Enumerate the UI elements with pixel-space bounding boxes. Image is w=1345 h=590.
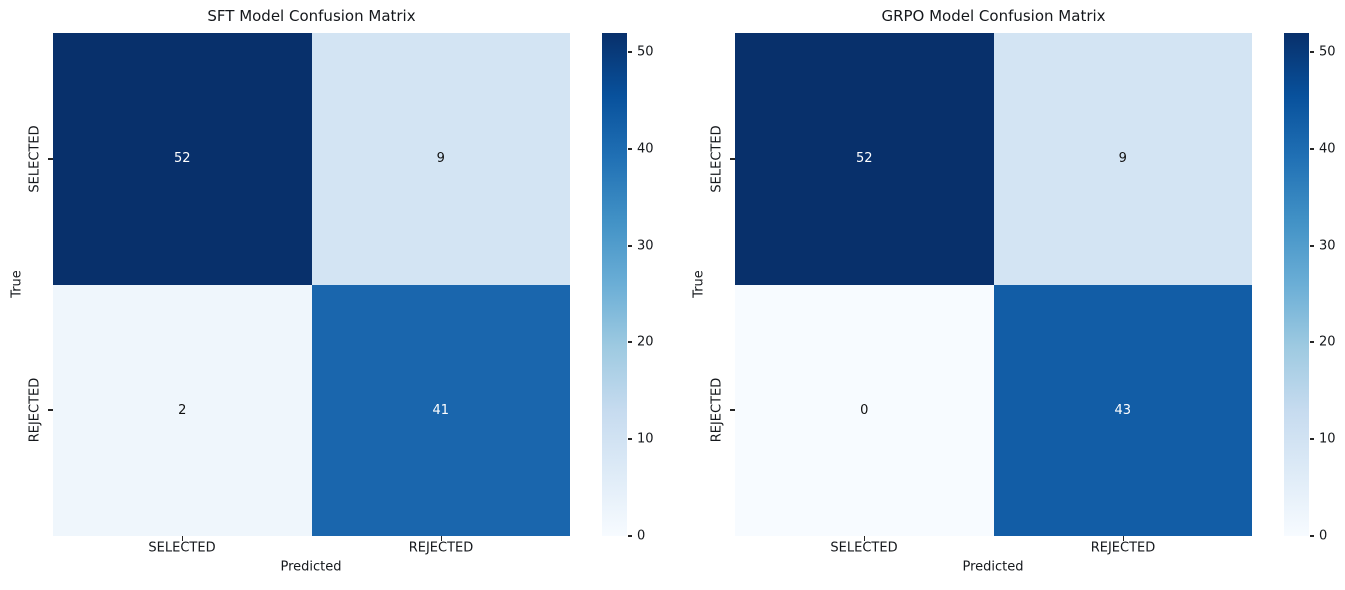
tick-mark	[1122, 536, 1124, 541]
y-tick-label: SELECTED	[709, 125, 725, 193]
tick-mark	[730, 409, 735, 411]
cell-true-selected-pred-rejected: 9	[993, 33, 1252, 285]
tick-mark	[1309, 245, 1314, 247]
tick-mark	[1309, 535, 1314, 537]
tick-mark	[627, 535, 632, 537]
tick-mark	[181, 536, 183, 541]
tick-mark	[627, 51, 632, 53]
x-tick-label: SELECTED	[830, 540, 898, 556]
cell-true-selected-pred-selected: 52	[53, 33, 312, 285]
colorbar-tick-label: 30	[1319, 238, 1336, 254]
tick-mark	[627, 148, 632, 150]
y-tick-label: SELECTED	[27, 125, 43, 193]
tick-mark	[1309, 148, 1314, 150]
grpo-confusion-matrix-chart: GRPO Model Confusion Matrix True SELECTE…	[682, 0, 1345, 590]
x-tick-label: SELECTED	[148, 540, 216, 556]
colorbar-tick-label: 30	[637, 238, 654, 254]
y-axis-label: True	[691, 270, 707, 298]
sft-confusion-matrix-chart: SFT Model Confusion Matrix True SELECTED…	[9, 7, 654, 575]
colorbar-tick-label: 40	[637, 141, 654, 157]
colorbar-tick-label: 50	[1319, 44, 1336, 60]
colorbar	[1284, 33, 1309, 536]
y-tick-label: REJECTED	[27, 377, 43, 443]
colorbar-tick-label: 10	[1319, 431, 1336, 447]
tick-mark	[440, 536, 442, 541]
cell-true-selected-pred-selected: 52	[735, 33, 994, 285]
tick-mark	[627, 341, 632, 343]
cell-true-rejected-pred-selected: 0	[735, 284, 994, 536]
tick-mark	[627, 438, 632, 440]
cell-true-rejected-pred-rejected: 41	[311, 284, 570, 536]
cell-true-rejected-pred-rejected: 43	[993, 284, 1252, 536]
tick-mark	[1309, 51, 1314, 53]
cell-true-rejected-pred-selected: 2	[53, 284, 312, 536]
tick-mark	[48, 158, 53, 160]
colorbar-tick-label: 0	[1319, 528, 1328, 544]
y-axis-label: True	[9, 270, 25, 298]
heatmap-axes: 52 9 0 43	[735, 33, 1252, 536]
colorbar-tick-label: 50	[637, 44, 654, 60]
colorbar-tick-label: 10	[637, 431, 654, 447]
tick-mark	[863, 536, 865, 541]
chart-title: GRPO Model Confusion Matrix	[881, 7, 1106, 25]
tick-mark	[48, 409, 53, 411]
colorbar-tick-label: 20	[1319, 334, 1336, 350]
colorbar-tick-label: 20	[637, 334, 654, 350]
x-tick-label: REJECTED	[1090, 540, 1156, 556]
tick-mark	[730, 158, 735, 160]
colorbar-tick-label: 40	[1319, 141, 1336, 157]
tick-mark	[1309, 341, 1314, 343]
chart-title: SFT Model Confusion Matrix	[207, 7, 416, 25]
y-tick-label: REJECTED	[709, 377, 725, 443]
tick-mark	[627, 245, 632, 247]
cell-true-selected-pred-rejected: 9	[311, 33, 570, 285]
colorbar-tick-label: 0	[637, 528, 646, 544]
colorbar	[602, 33, 627, 536]
x-axis-label: Predicted	[280, 559, 342, 575]
x-axis-label: Predicted	[962, 559, 1024, 575]
tick-mark	[1309, 438, 1314, 440]
heatmap-axes: 52 9 2 41	[53, 33, 570, 536]
x-tick-label: REJECTED	[408, 540, 474, 556]
